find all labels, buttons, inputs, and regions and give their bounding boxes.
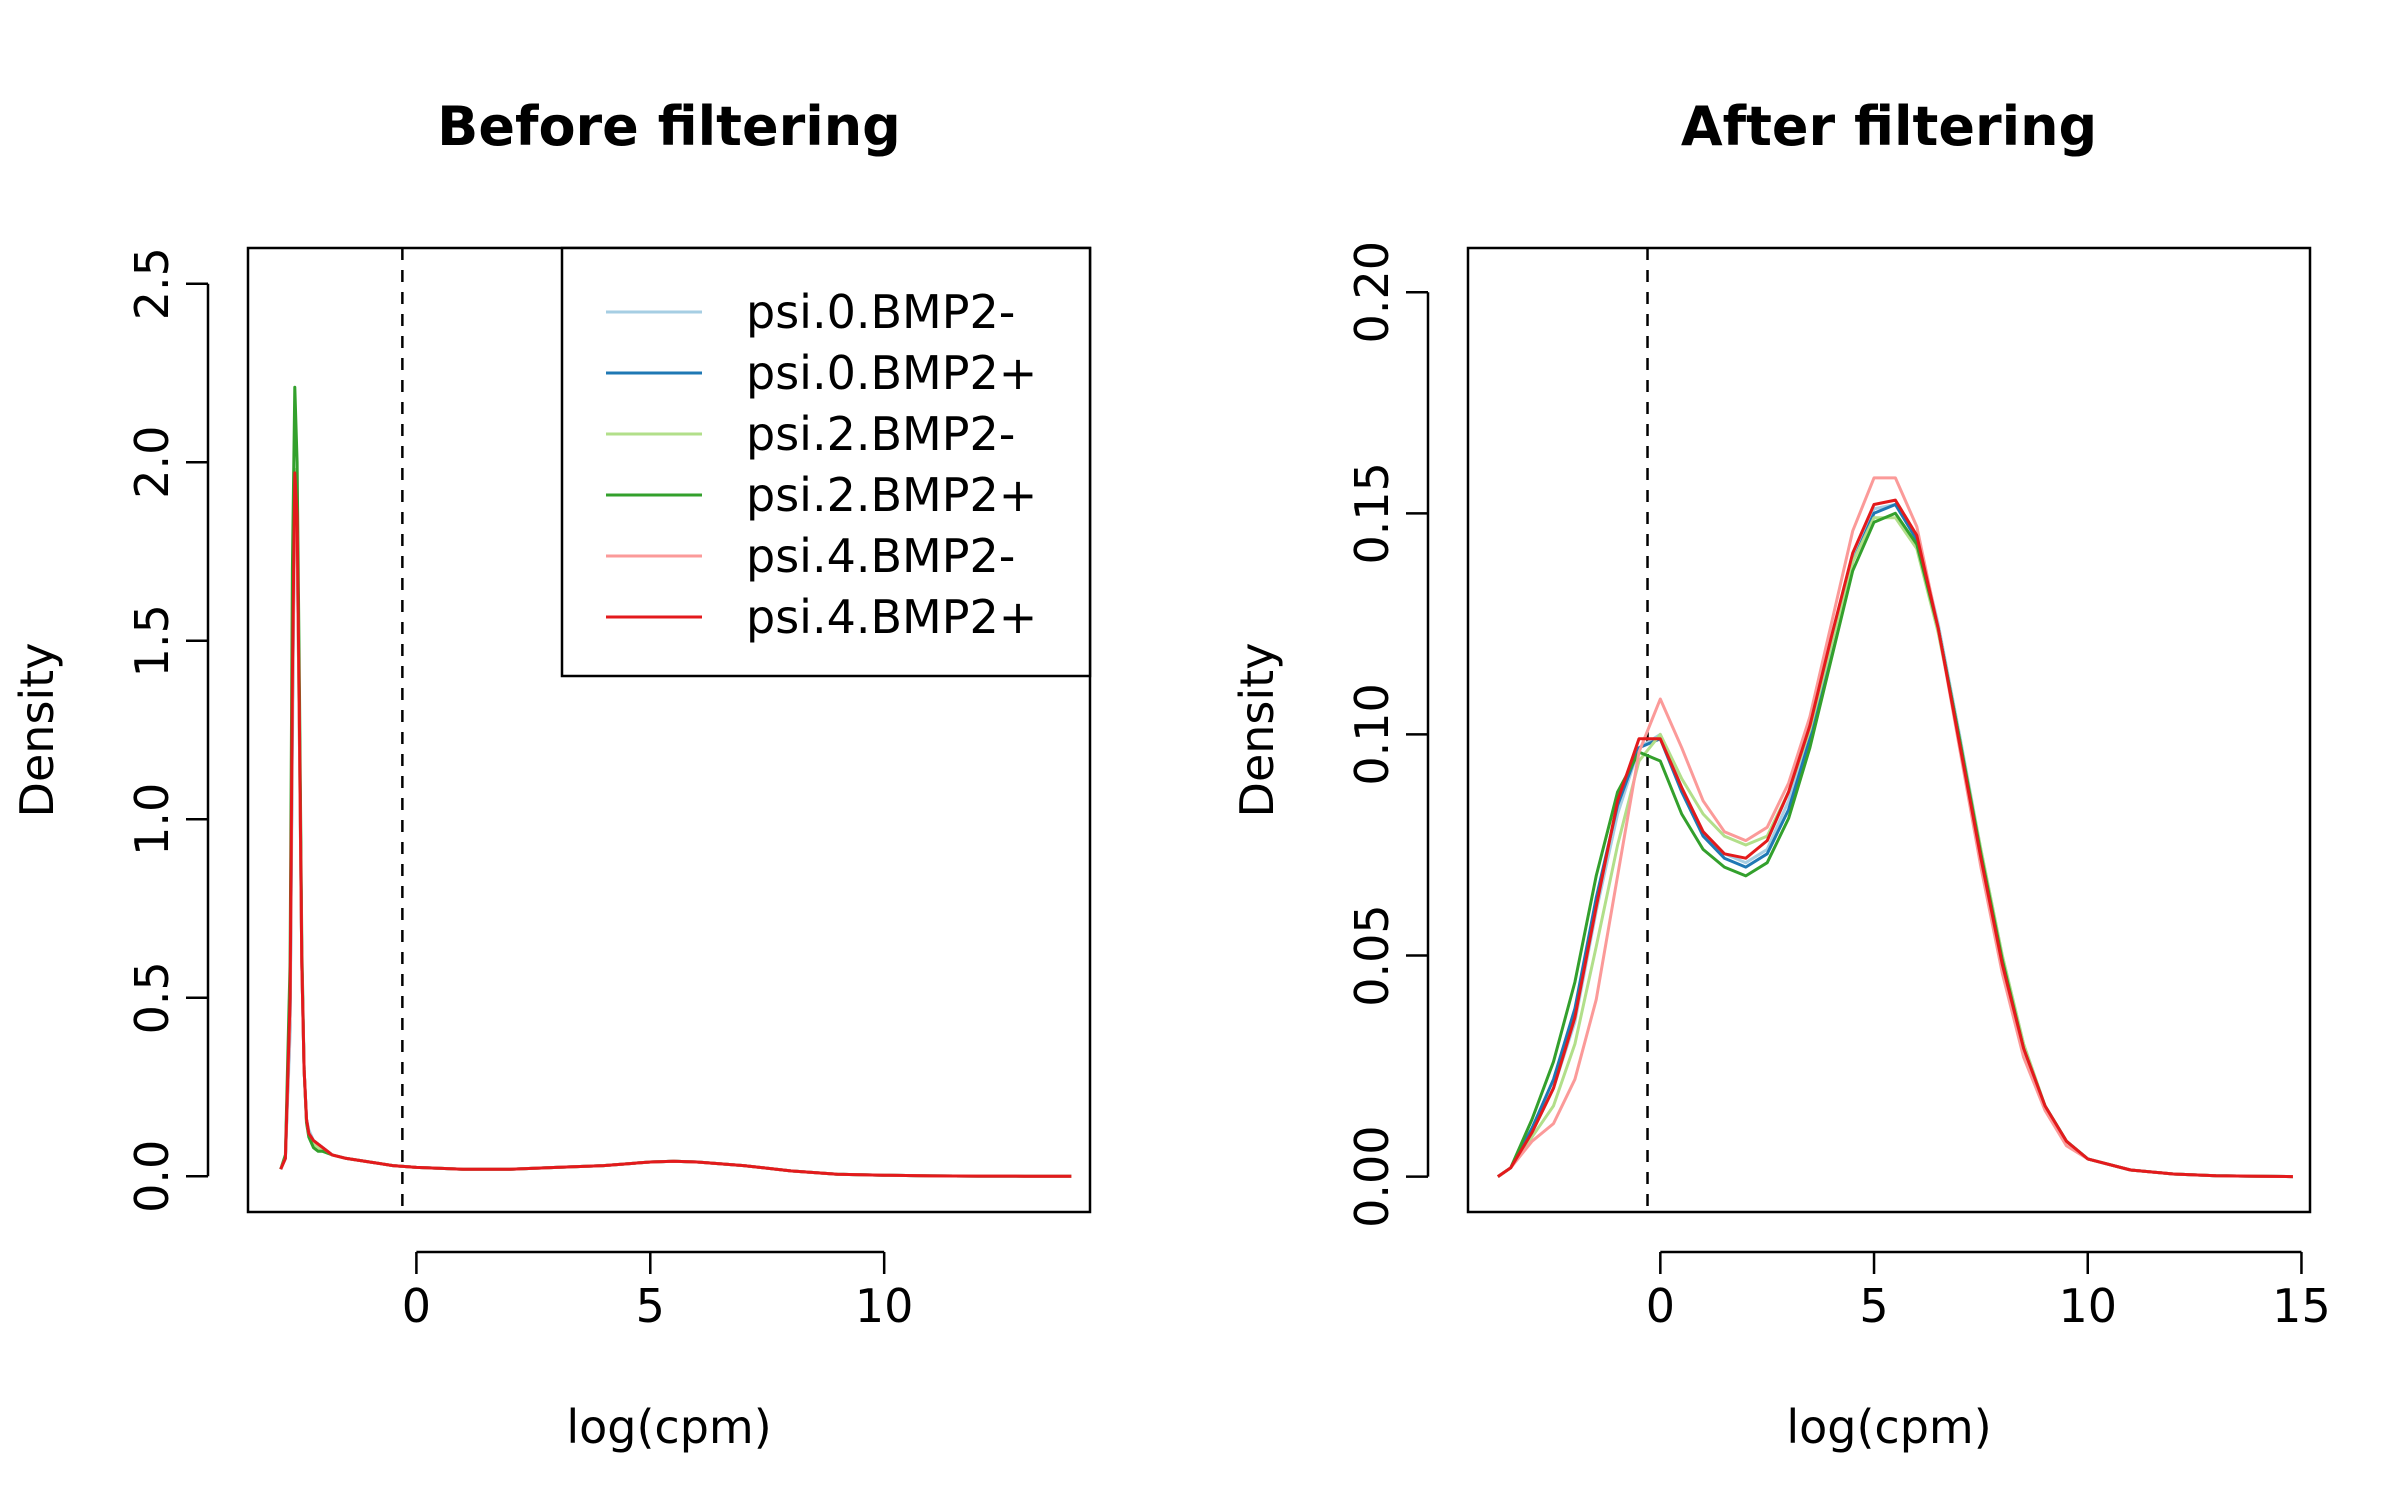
chart-title: After filtering <box>1681 95 2097 158</box>
series-line-psi.0.BMP2+ <box>1497 503 2293 1179</box>
chart-title: Before filtering <box>437 95 901 158</box>
y-tick-label: 0.0 <box>125 1140 179 1213</box>
y-tick-label: 0.00 <box>1345 1125 1399 1227</box>
y-axis-label: Density <box>1230 643 1284 818</box>
legend-label: psi.4.BMP2- <box>746 529 1015 583</box>
x-axis-label: log(cpm) <box>1786 1400 1991 1454</box>
x-tick-label: 0 <box>402 1279 431 1333</box>
series-line-psi.4.BMP2- <box>1497 476 2293 1179</box>
legend-label: psi.0.BMP2- <box>746 285 1015 339</box>
y-tick-label: 0.05 <box>1345 904 1399 1006</box>
legend-box <box>560 246 1092 678</box>
y-tick-label: 1.0 <box>125 783 179 856</box>
series-line-psi.4.BMP2+ <box>279 471 1072 1178</box>
y-tick-label: 0.5 <box>125 961 179 1034</box>
legend-label: psi.4.BMP2+ <box>746 590 1037 644</box>
legend-label: psi.2.BMP2+ <box>746 468 1037 522</box>
y-tick-label: 0.10 <box>1345 683 1399 785</box>
y-tick-label: 0.20 <box>1345 241 1399 343</box>
x-tick-label: 0 <box>1646 1279 1675 1333</box>
x-tick-label: 5 <box>636 1279 665 1333</box>
x-tick-label: 15 <box>2272 1279 2331 1333</box>
panel-1: Before filtering 0 5 10 log(cpm) 0.0 0.5 1.0 1.5… <box>10 95 1092 1454</box>
plot-frame <box>1466 246 2312 1214</box>
legend: psi.0.BMP2- psi.0.BMP2+ psi.2.BMP2- psi.2.B… <box>560 246 1092 678</box>
y-tick-label: 0.15 <box>1345 462 1399 564</box>
y-tick-label: 1.5 <box>125 604 179 677</box>
legend-label: psi.0.BMP2+ <box>746 346 1037 400</box>
x-axis-label: log(cpm) <box>566 1400 771 1454</box>
y-axis-label: Density <box>10 643 64 818</box>
x-tick-label: 5 <box>1859 1279 1888 1333</box>
legend-label: psi.2.BMP2- <box>746 407 1015 461</box>
series-line-psi.4.BMP2+ <box>1497 498 2293 1179</box>
series-line-psi.0.BMP2- <box>1497 503 2293 1179</box>
y-tick-label: 2.5 <box>125 247 179 320</box>
x-tick-label: 10 <box>2058 1279 2117 1333</box>
panel-2: After filtering 0 5 10 15 log(cpm) 0.00 0.05 0.1… <box>1230 95 2331 1454</box>
x-tick-label: 10 <box>855 1279 914 1333</box>
series-line-psi.2.BMP2- <box>1497 516 2293 1179</box>
y-tick-label: 2.0 <box>125 426 179 499</box>
